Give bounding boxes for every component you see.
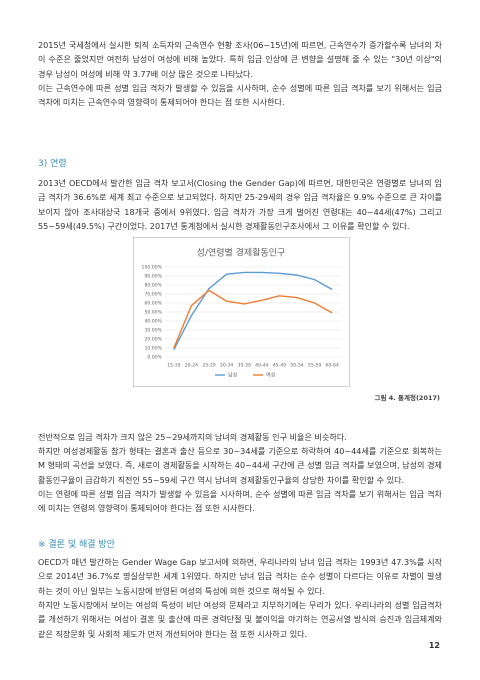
x-tick-label: 60-64 (326, 363, 339, 369)
figure-caption: 그림 4. 통계청(2017) (374, 394, 440, 402)
legend-label: 여성 (266, 372, 275, 379)
y-tick-label: 80.00% (144, 283, 162, 289)
x-tick-label: 25-29 (202, 363, 215, 369)
x-tick-label: 55-59 (308, 363, 321, 369)
section-heading: ※ 결론 및 해결 방안 (38, 540, 115, 550)
paragraph: 전반적으로 임금 격차가 크지 않은 25~29세까지의 남녀의 경제활동 인구… (38, 432, 347, 442)
y-tick-label: 60.00% (144, 301, 162, 307)
paragraph: 2013년 OECD에서 발간한 임금 격차 보고서(Closing the G… (38, 178, 442, 231)
series-line (173, 289, 333, 349)
x-tick-label: 45-49 (273, 363, 286, 369)
paragraph: 이는 근속연수에 따른 성별 임금 격차가 발생할 수 있음을 시사하며, 순수… (38, 83, 442, 108)
y-tick-label: 70.00% (144, 292, 162, 298)
x-tick-label: 15-19 (167, 363, 180, 369)
chart: 성/연령별 경제활동인구 0.00% 10.00% 20.00% 30.00% 40.0… (133, 237, 350, 387)
page-number: 12 (428, 641, 440, 650)
paragraph: 하지만 노동시장에서 보이는 여성의 특성이 비단 여성의 문제라고 치부하기에… (38, 600, 442, 639)
y-tick-label: 10.00% (144, 346, 162, 352)
chart-title: 성/연령별 경제활동인구 (197, 247, 286, 259)
y-tick-label: 30.00% (144, 328, 162, 334)
x-tick-label: 40-44 (255, 363, 268, 369)
y-tick-label: 40.00% (144, 319, 162, 325)
paragraph: 이는 연령에 따른 성별 임금 격차가 발생할 수 있음을 시사하며, 순수 성… (38, 489, 442, 514)
series-line (173, 271, 333, 351)
x-tick-label: 20-24 (185, 363, 198, 369)
y-tick-label: 100.00% (142, 265, 163, 271)
y-tick-label: 50.00% (144, 310, 162, 316)
section-heading: 3) 연령 (38, 159, 67, 169)
paragraph: 2015년 국세청에서 실시한 퇴직 소득자의 근속연수 현황 조사(06~15… (38, 40, 442, 79)
y-tick-label: 0.00% (147, 355, 162, 361)
x-tick-label: 50-54 (290, 363, 303, 369)
x-tick-label: 35-39 (238, 363, 251, 369)
y-tick-label: 20.00% (144, 337, 162, 343)
paragraph: 하지만 여성경제활동 참가 형태는 결혼과 출산 등으로 30~34세를 기준으… (38, 446, 442, 485)
y-tick-label: 90.00% (144, 274, 162, 280)
paragraph: OECD가 매년 발간하는 Gender Wage Gap 보고서에 의하면, … (38, 557, 442, 596)
legend-label: 남성 (228, 372, 237, 379)
x-tick-label: 30-34 (220, 363, 233, 369)
